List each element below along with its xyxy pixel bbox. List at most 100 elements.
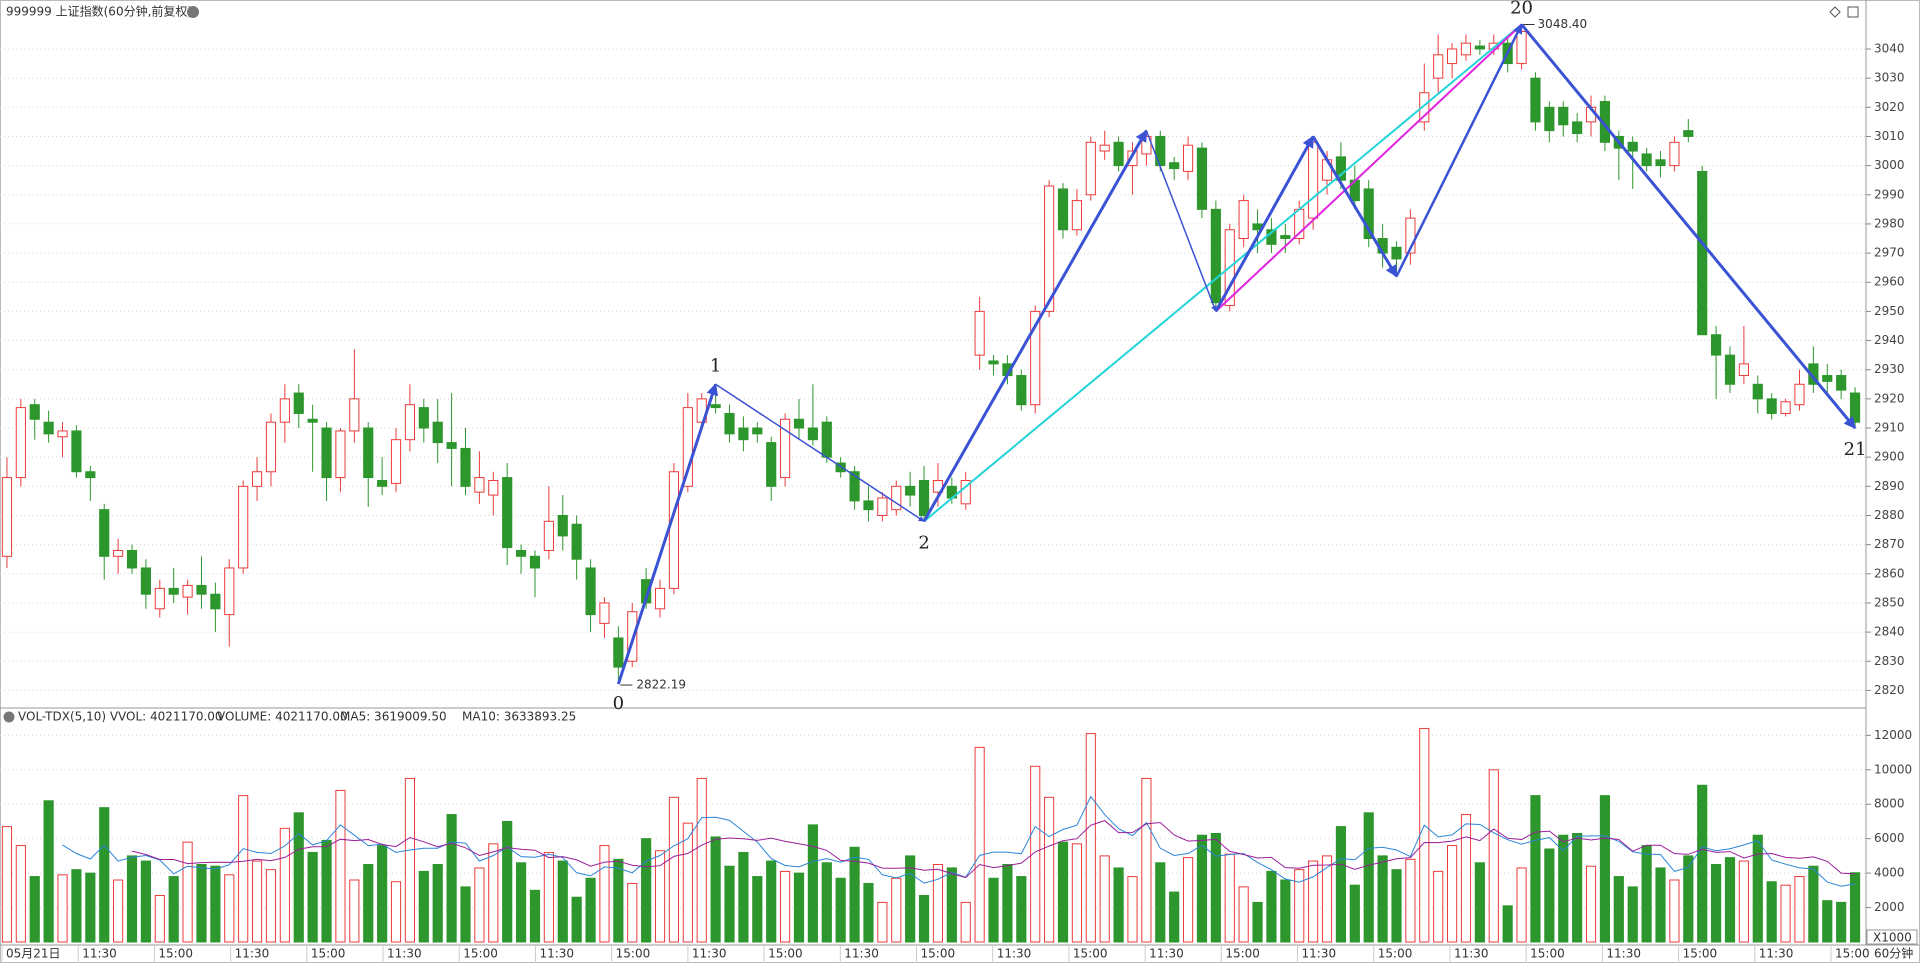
time-label: 15:00 [921, 947, 956, 961]
volume-bar [29, 876, 40, 943]
volume-bar [515, 862, 527, 943]
candle-body [279, 398, 290, 423]
volume-bar [321, 839, 332, 943]
volume-bar [988, 877, 999, 943]
volume-bar [724, 865, 735, 943]
candle-body [321, 427, 332, 479]
y-tick-label: 8000 [1874, 797, 1905, 811]
volume-bar [1502, 905, 1513, 943]
candle-body [849, 471, 860, 502]
candle-body [1169, 162, 1180, 170]
y-tick-label: 2830 [1874, 654, 1905, 668]
y-tick-label: 2990 [1874, 187, 1905, 201]
volume-bar [390, 881, 402, 943]
volume-bar [1585, 865, 1597, 943]
chart-title: 999999 上证指数(60分钟,前复权) [6, 4, 192, 19]
candle-body [515, 549, 527, 557]
candle-body [349, 398, 360, 432]
time-label: 15:00 [1225, 947, 1260, 961]
volume-bar [363, 864, 374, 943]
volume-bar [1155, 862, 1166, 943]
candle-body [404, 404, 416, 441]
candle-body [766, 442, 777, 487]
candle-body [488, 479, 499, 496]
unit-box [1866, 929, 1918, 945]
diamond-icon[interactable] [1829, 6, 1841, 18]
y-tick-label: 2920 [1874, 391, 1905, 405]
volume-menu-icon[interactable] [3, 711, 15, 723]
volume-bar [1169, 891, 1180, 943]
candle-body [307, 418, 318, 423]
candle-body [1655, 159, 1666, 167]
volume-bar [1446, 845, 1458, 943]
candle-body [1516, 30, 1527, 65]
wave-line [1311, 135, 1398, 278]
title-menu-icon[interactable] [187, 6, 199, 18]
wave-line [715, 383, 925, 522]
volume-bar [1196, 834, 1208, 943]
time-label: 15:00 [768, 947, 803, 961]
wave-line [1145, 130, 1217, 312]
candle-body [1627, 141, 1638, 152]
candle-body [1071, 200, 1082, 231]
volume-bar [1405, 858, 1416, 943]
volume-bar [1266, 870, 1277, 943]
volume-bar [1766, 881, 1777, 943]
volume-bar [1377, 855, 1388, 943]
volume-bar [710, 836, 721, 943]
candle-body [571, 523, 582, 560]
volume-bar [1252, 901, 1263, 943]
candle-body [1446, 48, 1458, 65]
wave-line [1395, 23, 1523, 277]
volume-bar [251, 860, 263, 943]
volume-bar [1516, 867, 1527, 943]
candle-body [529, 555, 541, 569]
volume-bar [1002, 864, 1013, 943]
volume-bar [238, 795, 249, 943]
volume-bar [543, 851, 554, 943]
y-tick-label: 4000 [1874, 866, 1905, 880]
volume-bar [418, 870, 429, 943]
volume-bar [641, 838, 652, 943]
volume-bar [404, 777, 416, 943]
candle-body [168, 587, 179, 595]
wave-line [923, 23, 1523, 523]
volume-bar [1127, 876, 1138, 943]
candle-body [821, 421, 832, 458]
candle-body [1405, 217, 1416, 254]
volume-bar [1433, 870, 1444, 943]
window-icon[interactable] [1847, 6, 1859, 18]
volume-bar [1113, 867, 1124, 943]
low-annotation: 2822.19 [636, 678, 686, 692]
volume-bar [1224, 853, 1235, 943]
volume-bar [1474, 862, 1485, 943]
wave-label: 0 [613, 693, 624, 714]
time-label: 05月21日 [6, 947, 61, 961]
volume-bar [1182, 857, 1194, 943]
volume-bar [1599, 795, 1611, 943]
candle-body [1669, 141, 1680, 167]
y-tick-label: 2900 [1874, 450, 1905, 464]
time-label: 15:00 [1073, 947, 1108, 961]
volume-bar [1085, 733, 1096, 943]
y-tick-label: 2820 [1874, 683, 1905, 697]
candle-body [724, 412, 735, 435]
candle-body [1308, 141, 1319, 219]
volume-bar [1363, 812, 1374, 943]
candle-body [1099, 144, 1110, 152]
candle-body [710, 404, 721, 409]
candle-body [15, 407, 26, 479]
candle-body [363, 427, 374, 479]
candle-body [1433, 54, 1444, 79]
volume-bar [835, 877, 846, 943]
wave-line [1520, 23, 1857, 429]
volume-bar [432, 864, 443, 943]
time-label: 11:30 [997, 947, 1032, 961]
time-label: 11:30 [692, 947, 727, 961]
volume-bar [349, 879, 360, 943]
candle-body [1, 477, 13, 557]
volume-bar [1391, 869, 1402, 943]
volume-bar [57, 874, 68, 943]
volume-bar [849, 846, 860, 943]
